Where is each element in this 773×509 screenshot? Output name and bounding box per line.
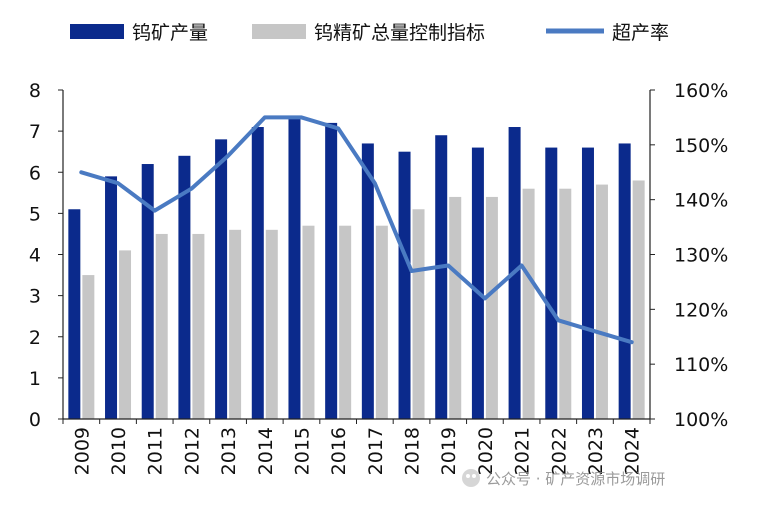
point-overproduction-2013 [227,155,229,157]
x-tick-label-2015: 2015 [291,427,313,475]
legend-label-quota: 钨精矿总量控制指标 [314,22,485,44]
legend-label-production: 钨矿产量 [132,22,208,44]
left-tick-label-2: 2 [29,327,41,349]
bar-quota-2014 [265,229,278,419]
x-tick-label-2016: 2016 [328,427,350,475]
bar-quota-2022 [559,188,572,419]
left-tick-label-3: 3 [29,286,41,308]
point-overproduction-2019 [447,264,449,266]
point-overproduction-2020 [484,297,486,299]
bar-quota-2009 [82,275,95,419]
watermark-logo-icon [462,469,480,487]
right-tick-label-120%: 120% [674,299,728,321]
bar-production-2020 [471,147,484,419]
x-tick-label-2014: 2014 [255,427,277,475]
bar-production-2014 [251,127,264,419]
left-tick-label-4: 4 [29,245,41,267]
bar-production-2012 [178,155,191,420]
plot-area: 0 1 2 3 4 5 6 7 8 100% 110% 120% 130% 140% 150% 160% 200… [29,80,728,475]
bar-production-2016 [325,122,338,420]
point-overproduction-2010 [117,182,119,184]
right-tick-label-150%: 150% [674,135,728,157]
watermark-text: 公众号 · 矿产资源市场调研 [486,470,665,488]
bar-production-2018 [398,151,411,419]
bar-production-2013 [215,139,228,419]
bar-production-2010 [105,176,118,419]
bar-production-2022 [545,147,558,419]
legend-label-overproduction: 超产率 [612,22,669,44]
point-overproduction-2024 [631,341,633,343]
bar-production-2015 [288,118,301,419]
x-tick-label-2017: 2017 [365,427,387,475]
point-overproduction-2022 [557,319,559,321]
bar-production-2009 [68,209,81,419]
legend-swatch-quota [252,24,306,39]
point-overproduction-2018 [411,270,413,272]
right-tick-label-100%: 100% [674,409,728,431]
point-overproduction-2017 [374,182,376,184]
x-tick-label-2011: 2011 [145,427,167,475]
bar-production-2019 [435,135,448,420]
watermark: 公众号 · 矿产资源市场调研 [462,469,665,488]
legend-swatch-production [70,24,124,39]
bar-quota-2021 [522,188,535,419]
x-tick-label-2024: 2024 [622,427,644,475]
bar-quota-2023 [595,184,608,419]
point-overproduction-2011 [154,210,156,212]
x-tick-label-2021: 2021 [512,427,534,475]
bar-quota-2016 [339,225,352,419]
bar-production-2011 [141,164,154,419]
bar-quota-2013 [229,229,242,419]
bar-quota-2012 [192,233,205,419]
bar-production-2023 [581,147,594,419]
bar-quota-2018 [412,209,425,419]
bar-production-2017 [361,143,374,419]
x-tick-label-2013: 2013 [218,427,240,475]
bar-quota-2019 [449,196,462,419]
left-tick-label-7: 7 [29,121,41,143]
x-tick-label-2018: 2018 [402,427,424,475]
bar-quota-2024 [632,180,645,419]
point-overproduction-2023 [594,330,596,332]
bar-quota-2011 [155,233,168,419]
x-tick-label-2023: 2023 [585,427,607,475]
bar-quota-2020 [485,196,498,419]
x-tick-label-2010: 2010 [108,427,130,475]
left-tick-label-5: 5 [29,203,41,225]
bar-quota-2017 [375,225,388,419]
left-tick-label-8: 8 [29,80,41,102]
bar-quota-2010 [119,250,132,419]
right-tick-label-160%: 160% [674,80,728,102]
right-tick-label-140%: 140% [674,190,728,212]
right-tick-label-130%: 130% [674,245,728,267]
point-overproduction-2015 [300,116,302,118]
x-tick-label-2022: 2022 [548,427,570,475]
point-overproduction-2014 [264,116,266,118]
x-tick-label-2020: 2020 [475,427,497,475]
watermark-logo-icon-dot2 [472,474,476,478]
watermark-logo-icon-dot [466,474,470,478]
point-overproduction-2021 [521,264,523,266]
x-tick-label-2009: 2009 [71,427,93,475]
x-tick-label-2019: 2019 [438,427,460,475]
point-overproduction-2012 [190,188,192,190]
left-tick-label-0: 0 [29,409,41,431]
point-overproduction-2009 [80,171,82,173]
bar-production-2024 [618,143,631,419]
right-tick-label-110%: 110% [674,354,728,376]
line-overproduction-rate [79,115,634,345]
legend: 钨矿产量 钨精矿总量控制指标 超产率 [70,22,669,44]
left-tick-label-1: 1 [29,368,41,390]
x-tick-label-2012: 2012 [181,427,203,475]
point-overproduction-2016 [337,127,339,129]
bar-quota-2015 [302,225,315,419]
left-tick-label-6: 6 [29,162,41,184]
